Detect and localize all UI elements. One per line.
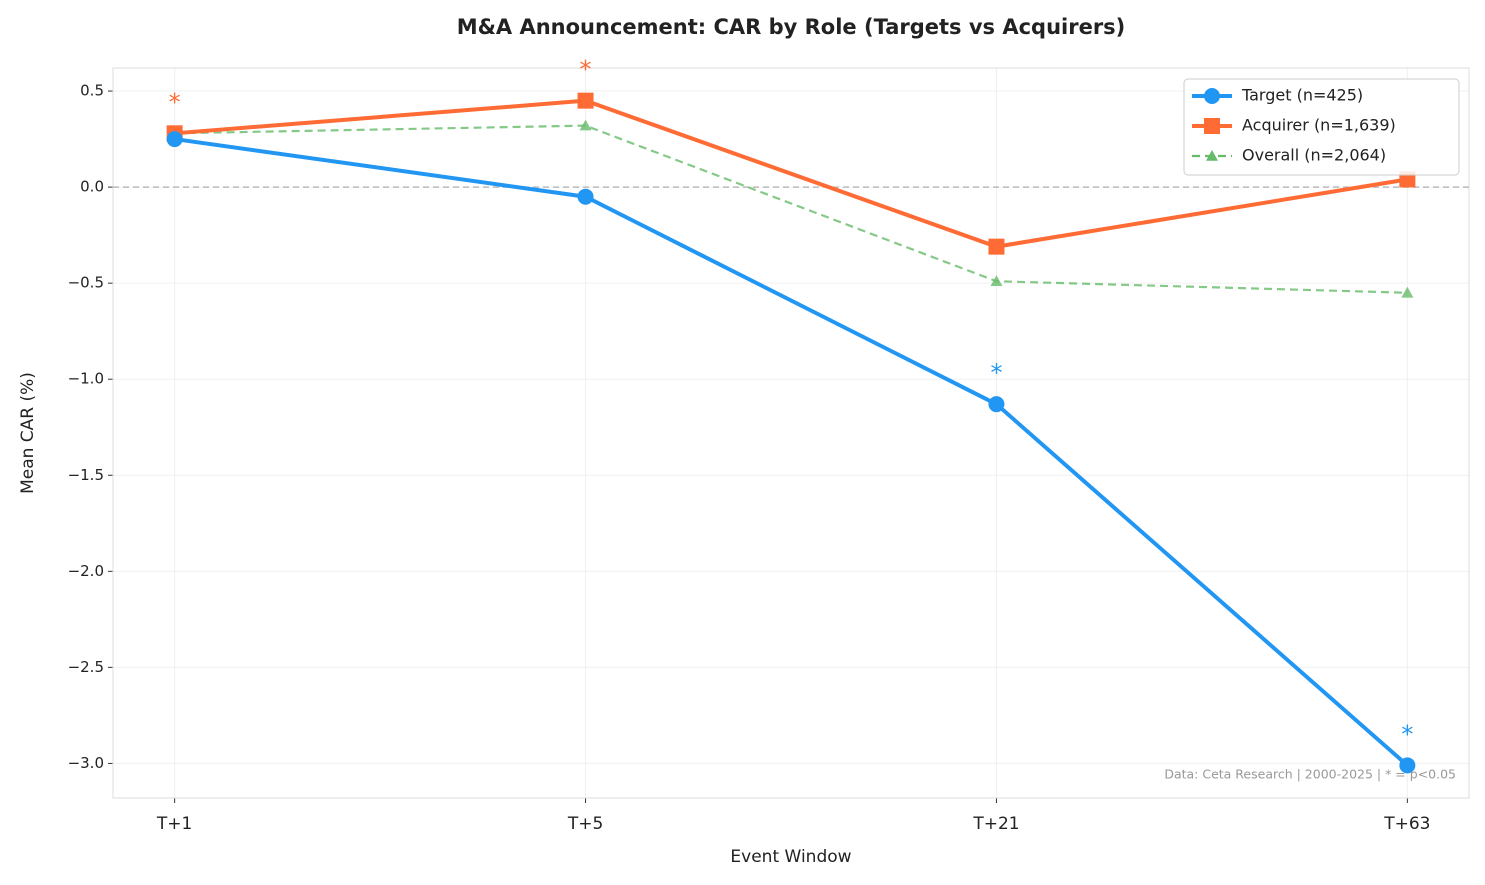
y-tick-label: −1.0 — [68, 370, 104, 388]
y-tick-label: −2.5 — [68, 658, 104, 676]
data-point — [579, 119, 592, 131]
footnote: Data: Ceta Research | 2000-2025 | * = p<… — [1164, 767, 1456, 782]
significance-label: * — [990, 359, 1002, 387]
x-tick-label: T+63 — [1383, 814, 1430, 834]
data-point — [990, 275, 1003, 287]
legend: Target (n=425) Acquirer (n=1,639) Overall … — [1183, 78, 1460, 176]
x-tick-label: T+5 — [567, 814, 603, 834]
y-tick-label: −1.5 — [68, 466, 104, 484]
legend-box — [1183, 78, 1460, 176]
data-point — [988, 238, 1005, 255]
plot-frame — [112, 67, 1470, 799]
data-point — [577, 92, 594, 109]
y-axis-label: Mean CAR (%) — [18, 372, 38, 494]
data-point — [1401, 286, 1414, 298]
significance-label: * — [580, 56, 592, 84]
y-tick-label: 0.5 — [80, 82, 104, 100]
legend-label: Target (n=425) — [1241, 86, 1363, 105]
x-tick-label: T+21 — [972, 814, 1019, 834]
significance-label: * — [1401, 720, 1413, 748]
series-line — [174, 124, 1408, 294]
legend-label: Overall (n=2,064) — [1242, 146, 1386, 165]
data-point — [577, 188, 594, 205]
y-tick-label: −0.5 — [68, 274, 104, 292]
x-tick-label: T+1 — [156, 814, 192, 834]
data-point — [988, 396, 1005, 413]
y-tick-label: 0.0 — [80, 178, 104, 196]
grid — [113, 68, 1469, 798]
series-line — [174, 137, 1409, 767]
legend-label: Acquirer (n=1,639) — [1242, 116, 1396, 135]
data-point — [166, 131, 183, 148]
y-tick-label: −3.0 — [68, 754, 104, 772]
chart-title: M&A Announcement: CAR by Role (Targets v… — [457, 15, 1126, 39]
x-axis-label: Event Window — [730, 847, 851, 867]
legend-marker — [1204, 88, 1220, 104]
significance-label: * — [169, 88, 181, 116]
series-line — [174, 98, 1408, 249]
data-point — [1399, 757, 1416, 774]
legend-marker — [1204, 118, 1220, 134]
y-tick-label: −2.0 — [68, 562, 104, 580]
legend-marker — [1206, 150, 1218, 161]
